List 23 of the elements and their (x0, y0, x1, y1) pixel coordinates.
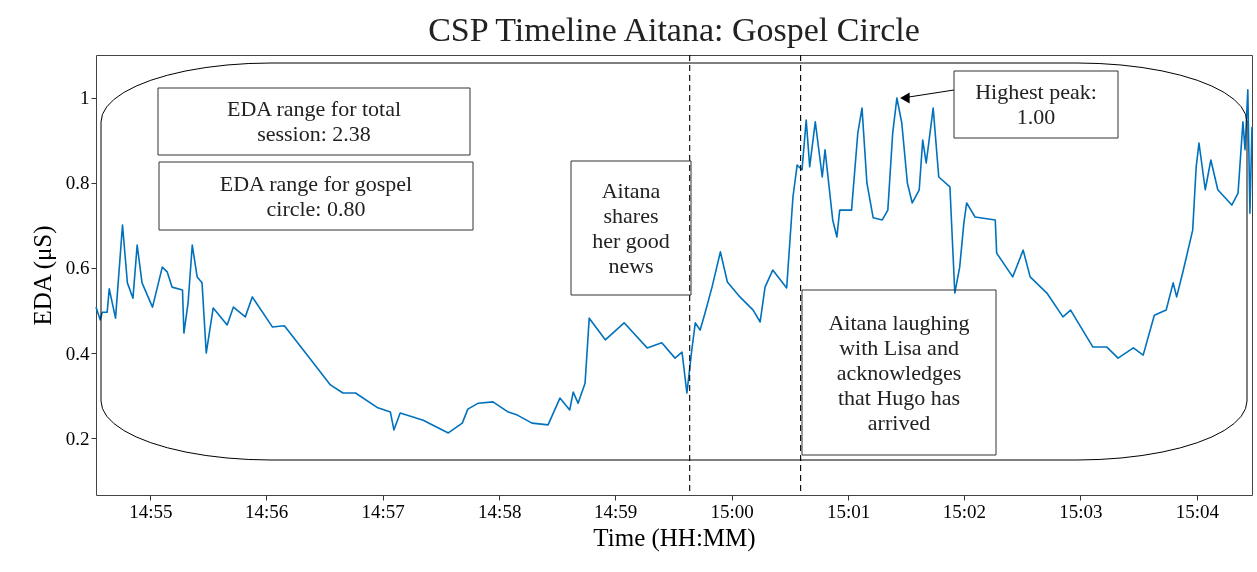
x-tick-label: 14:56 (245, 500, 289, 522)
x-tick-label: 15:04 (1175, 500, 1220, 522)
x-tick-label: 15:00 (710, 500, 754, 522)
x-tick-label: 15:01 (826, 500, 871, 522)
y-tick-label: 0.2 (65, 427, 90, 449)
y-axis-title: EDA (μS) (28, 225, 57, 326)
x-tick-label: 14:55 (129, 500, 173, 522)
y-tick-label: 0.6 (65, 257, 90, 279)
annotation: EDA range for total session: 2.38 (226, 96, 402, 146)
annotation: Aitana shares her good news (592, 177, 670, 278)
annotation: Aitana laughing with Lisa and acknowledges that Hugo has arrived (828, 309, 970, 435)
x-tick-label: 15:02 (942, 500, 987, 522)
x-tick-label: 14:58 (478, 500, 522, 522)
x-tick-label: 14:59 (593, 500, 638, 522)
chart-title: CSP Timeline Aitana: Gospel Circle (428, 11, 920, 49)
annotation: EDA range for gospel circle: 0.80 (219, 170, 413, 221)
y-tick-label: 1 (80, 87, 90, 109)
y-tick-label: 0.8 (65, 172, 90, 194)
y-tick-label: 0.4 (65, 342, 90, 364)
x-tick-label: 15:03 (1059, 500, 1103, 522)
x-tick-label: 14:57 (361, 500, 405, 522)
x-axis-title: Time (HH:MM) (593, 523, 756, 552)
annotation: Highest peak: 1.00 (975, 79, 1097, 129)
